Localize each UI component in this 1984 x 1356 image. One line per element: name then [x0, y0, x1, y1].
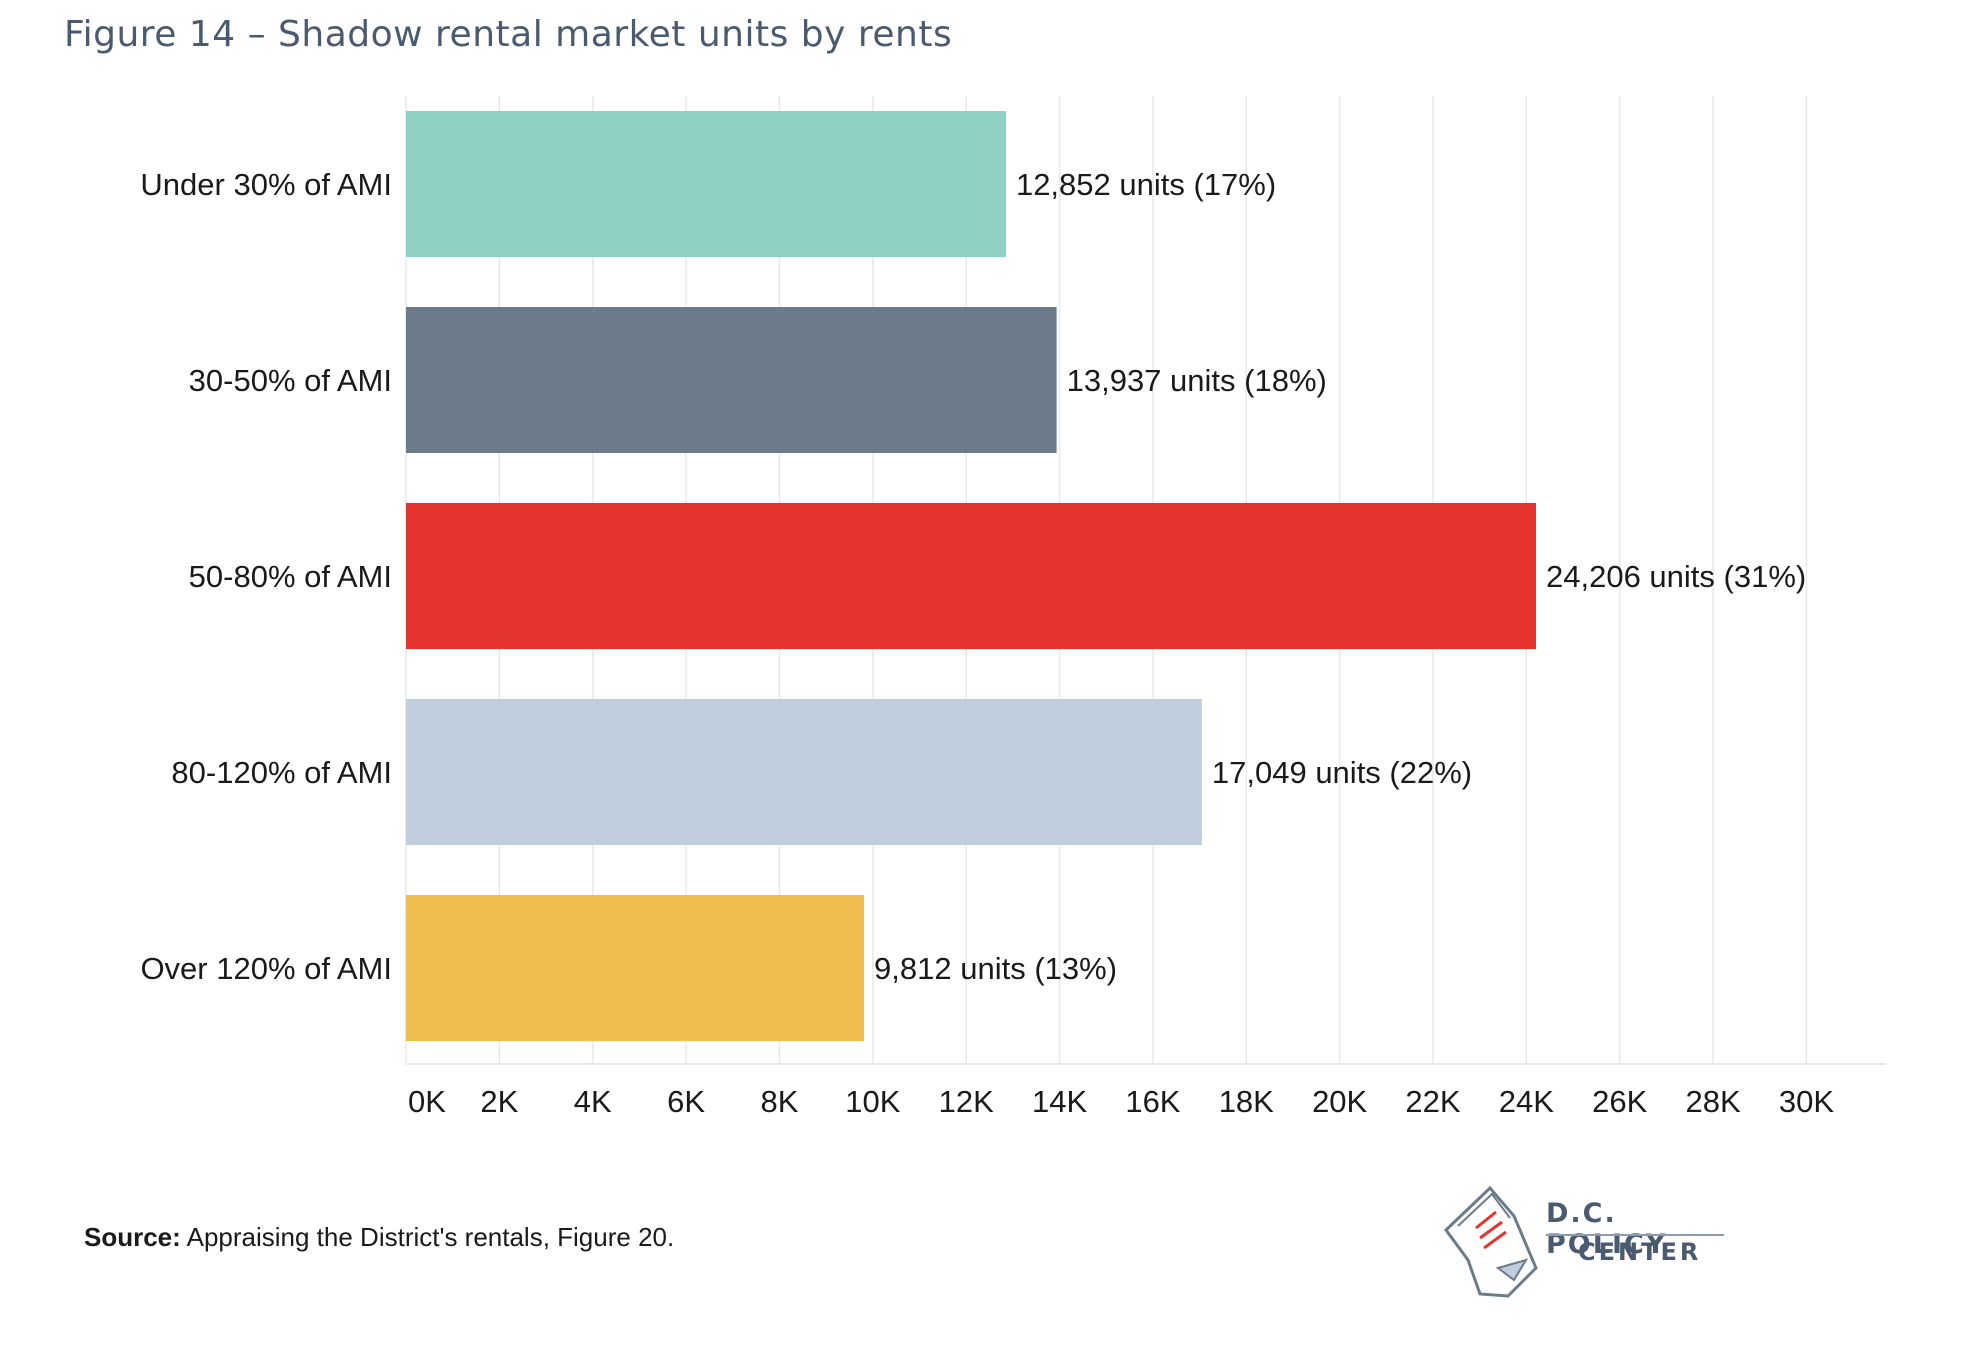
category-label: Over 120% of AMI	[140, 951, 392, 986]
category-label: 30-50% of AMI	[189, 363, 392, 398]
x-tick-label: 12K	[939, 1084, 994, 1119]
data-label: 9,812 units (13%)	[874, 951, 1117, 986]
x-tick-label: 10K	[845, 1084, 900, 1119]
logo-text-line2: CENTER	[1578, 1238, 1702, 1266]
x-tick-label: 14K	[1032, 1084, 1087, 1119]
bar-2	[406, 503, 1536, 649]
bar-1	[406, 307, 1057, 453]
x-tick-label: 22K	[1405, 1084, 1460, 1119]
x-tick-label: 8K	[761, 1084, 799, 1119]
data-labels: 12,852 units (17%) 13,937 units (18%) 24,2…	[874, 167, 1806, 986]
x-tick-label: 26K	[1592, 1084, 1647, 1119]
data-label: 13,937 units (18%)	[1067, 363, 1327, 398]
x-tick-label: 24K	[1499, 1084, 1554, 1119]
category-label: Under 30% of AMI	[140, 167, 392, 202]
bar-4	[406, 895, 865, 1041]
data-label: 12,852 units (17%)	[1016, 167, 1276, 202]
category-label: 80-120% of AMI	[171, 755, 392, 790]
bars	[406, 111, 1536, 1041]
chart-title: Figure 14 – Shadow rental market units b…	[64, 14, 953, 55]
category-label: 50-80% of AMI	[189, 559, 392, 594]
x-tick-label: 2K	[480, 1084, 518, 1119]
category-labels: Under 30% of AMI 30-50% of AMI 50-80% of A…	[140, 167, 392, 986]
data-label: 24,206 units (31%)	[1546, 559, 1806, 594]
bar-0	[406, 111, 1006, 257]
x-tick-label: 30K	[1779, 1084, 1834, 1119]
x-tick-label: 16K	[1125, 1084, 1180, 1119]
bar-3	[406, 699, 1202, 845]
dc-policy-center-logo: D.C. POLICY CENTER	[1438, 1176, 1738, 1306]
x-tick-label: 18K	[1219, 1084, 1274, 1119]
source-note: Source: Appraising the District's rental…	[84, 1222, 674, 1253]
x-tick-label: 20K	[1312, 1084, 1367, 1119]
x-axis-ticks: 0K 2K 4K 6K 8K 10K 12K 14K 16K 18K 20K 22K 24K 26K 28K…	[408, 1084, 1834, 1119]
source-prefix: Source:	[84, 1222, 181, 1252]
x-tick-label: 6K	[667, 1084, 705, 1119]
x-tick-label: 4K	[574, 1084, 612, 1119]
x-tick-label: 28K	[1686, 1084, 1741, 1119]
x-tick-label: 0K	[408, 1084, 446, 1119]
logo-divider	[1546, 1234, 1724, 1236]
dc-map-logo-icon	[1444, 1185, 1538, 1298]
bar-chart: Under 30% of AMI 30-50% of AMI 50-80% of A…	[140, 96, 1886, 1119]
source-text: Appraising the District's rentals, Figur…	[180, 1222, 675, 1252]
data-label: 17,049 units (22%)	[1212, 755, 1472, 790]
